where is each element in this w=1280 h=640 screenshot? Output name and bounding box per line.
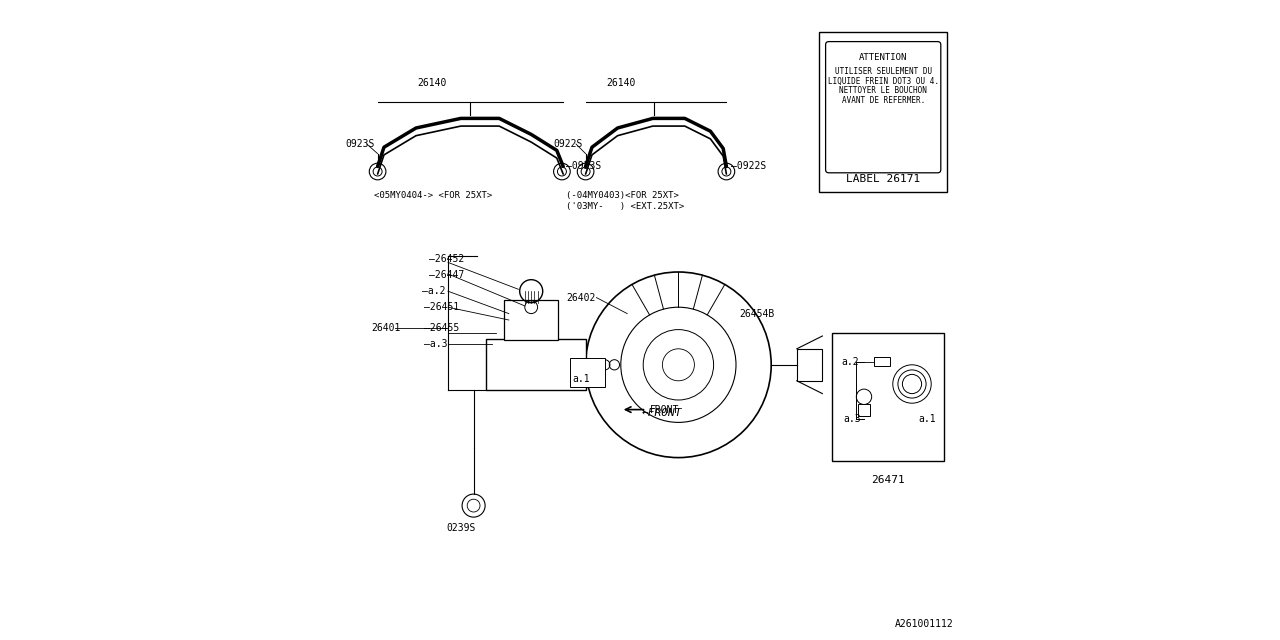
Text: LIQUIDE FREIN DOT3 OU 4.: LIQUIDE FREIN DOT3 OU 4. — [828, 77, 938, 86]
FancyBboxPatch shape — [504, 300, 558, 340]
Text: 26140: 26140 — [607, 78, 635, 88]
Text: ←FRONT: ←FRONT — [641, 408, 682, 418]
Text: 26401: 26401 — [371, 323, 401, 333]
FancyBboxPatch shape — [874, 357, 890, 366]
Text: FRONT: FRONT — [650, 404, 678, 415]
Text: —26452: —26452 — [429, 254, 465, 264]
Text: LABEL 26171: LABEL 26171 — [846, 174, 920, 184]
FancyBboxPatch shape — [826, 42, 941, 173]
Text: a.3: a.3 — [844, 414, 861, 424]
FancyBboxPatch shape — [832, 333, 945, 461]
Text: —26447: —26447 — [429, 270, 465, 280]
Text: —26451: —26451 — [425, 302, 460, 312]
Text: 26454B: 26454B — [740, 308, 774, 319]
Text: a.1: a.1 — [919, 414, 936, 424]
Text: A261001112: A261001112 — [895, 619, 954, 629]
Text: a.2: a.2 — [842, 356, 859, 367]
FancyBboxPatch shape — [819, 32, 947, 192]
FancyBboxPatch shape — [796, 349, 823, 381]
Text: —a.3: —a.3 — [425, 339, 448, 349]
Text: ('03MY-   ) <EXT.25XT>: ('03MY- ) <EXT.25XT> — [566, 202, 685, 211]
Text: NETTOYER LE BOUCHON: NETTOYER LE BOUCHON — [840, 86, 927, 95]
Text: 0923S: 0923S — [346, 139, 375, 149]
FancyBboxPatch shape — [858, 404, 870, 416]
FancyBboxPatch shape — [486, 339, 586, 390]
FancyBboxPatch shape — [570, 358, 604, 387]
Text: —0922S: —0922S — [731, 161, 767, 172]
Text: 0239S: 0239S — [447, 523, 475, 533]
Text: a.1: a.1 — [573, 374, 590, 384]
Text: 26471: 26471 — [872, 475, 905, 485]
Text: ATTENTION: ATTENTION — [859, 53, 908, 62]
Text: UTILISER SEULEMENT DU: UTILISER SEULEMENT DU — [835, 67, 932, 76]
Text: —26455: —26455 — [425, 323, 460, 333]
Text: <05MY0404-> <FOR 25XT>: <05MY0404-> <FOR 25XT> — [374, 191, 493, 200]
Text: (-04MY0403)<FOR 25XT>: (-04MY0403)<FOR 25XT> — [566, 191, 680, 200]
Text: —0923S: —0923S — [566, 161, 602, 172]
Text: AVANT DE REFERMER.: AVANT DE REFERMER. — [841, 96, 925, 105]
Text: 0922S: 0922S — [554, 139, 582, 149]
Text: 26402: 26402 — [566, 292, 595, 303]
Text: —a.2: —a.2 — [422, 286, 445, 296]
Text: 26140: 26140 — [417, 78, 447, 88]
